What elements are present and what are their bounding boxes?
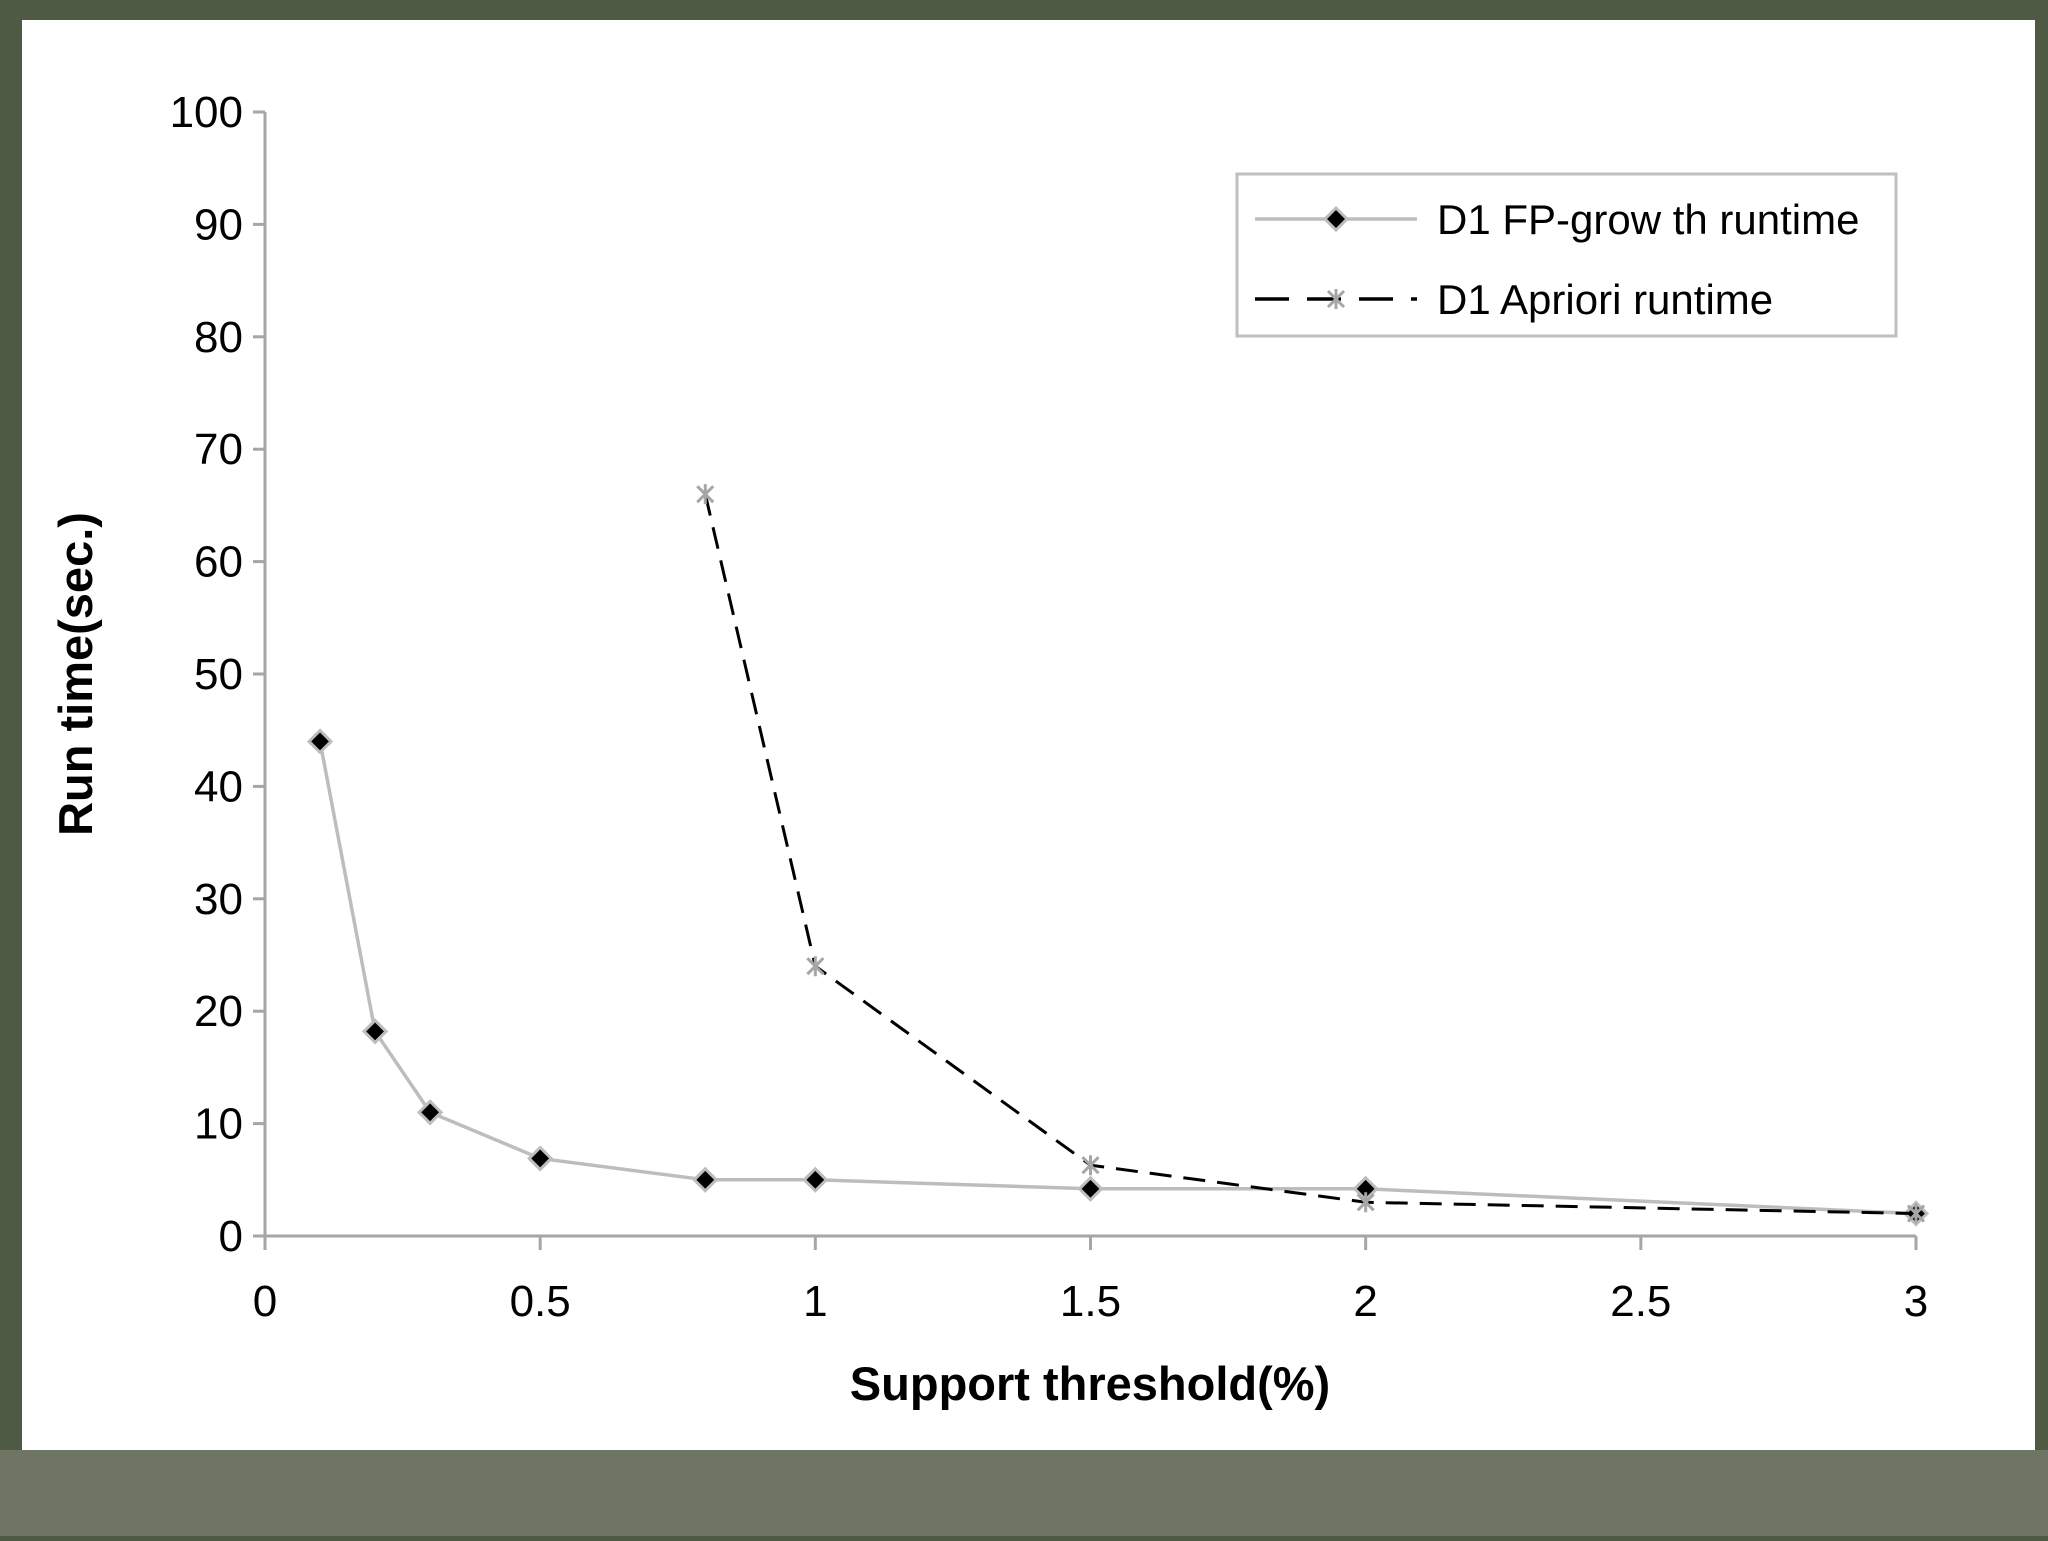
data-point (1356, 1192, 1375, 1213)
x-tick-label: 2.5 (1610, 1277, 1671, 1326)
data-point (527, 1145, 554, 1172)
legend-label: D1 Apriori runtime (1437, 276, 1773, 323)
data-point (802, 1166, 829, 1193)
data-point (696, 484, 715, 505)
data-point (1081, 1155, 1100, 1176)
y-axis-title: Run time(sec.) (49, 512, 102, 836)
legend-box (1235, 172, 1898, 338)
x-tick-label: 1 (803, 1277, 827, 1326)
y-tick-label: 60 (194, 538, 243, 587)
x-tick-label: 3 (1904, 1277, 1928, 1326)
legend-marker (1326, 289, 1346, 309)
y-tick-label: 90 (194, 200, 243, 249)
x-axis-title: Support threshold(%) (850, 1357, 1330, 1410)
data-point (416, 1099, 444, 1126)
data-point (361, 1018, 389, 1045)
legend-marker (1322, 205, 1350, 233)
y-tick-label: 0 (219, 1212, 243, 1261)
data-point (806, 956, 825, 977)
legend-label: D1 FP-grow th runtime (1437, 196, 1859, 243)
x-tick-label: 2 (1353, 1277, 1377, 1326)
legend: D1 FP-grow th runtime D1 Apriori runtime (1235, 172, 1898, 338)
y-tick-label: 100 (170, 88, 243, 137)
data-point (692, 1166, 719, 1193)
x-tick-label: 0.5 (510, 1277, 571, 1326)
data-point (1077, 1175, 1104, 1202)
x-tick-label: 1.5 (1060, 1277, 1121, 1326)
y-tick-label: 70 (194, 425, 243, 474)
y-tick-label: 10 (194, 1100, 243, 1149)
data-point (1906, 1203, 1926, 1224)
y-tick-label: 50 (194, 650, 243, 699)
y-tick-label: 30 (194, 875, 243, 924)
y-tick-label: 20 (194, 987, 243, 1036)
y-tick-label: 40 (194, 762, 243, 811)
data-point (306, 728, 334, 755)
y-tick-label: 80 (194, 313, 243, 362)
slide-texture (0, 1450, 2048, 1536)
x-tick-label: 0 (253, 1277, 277, 1326)
